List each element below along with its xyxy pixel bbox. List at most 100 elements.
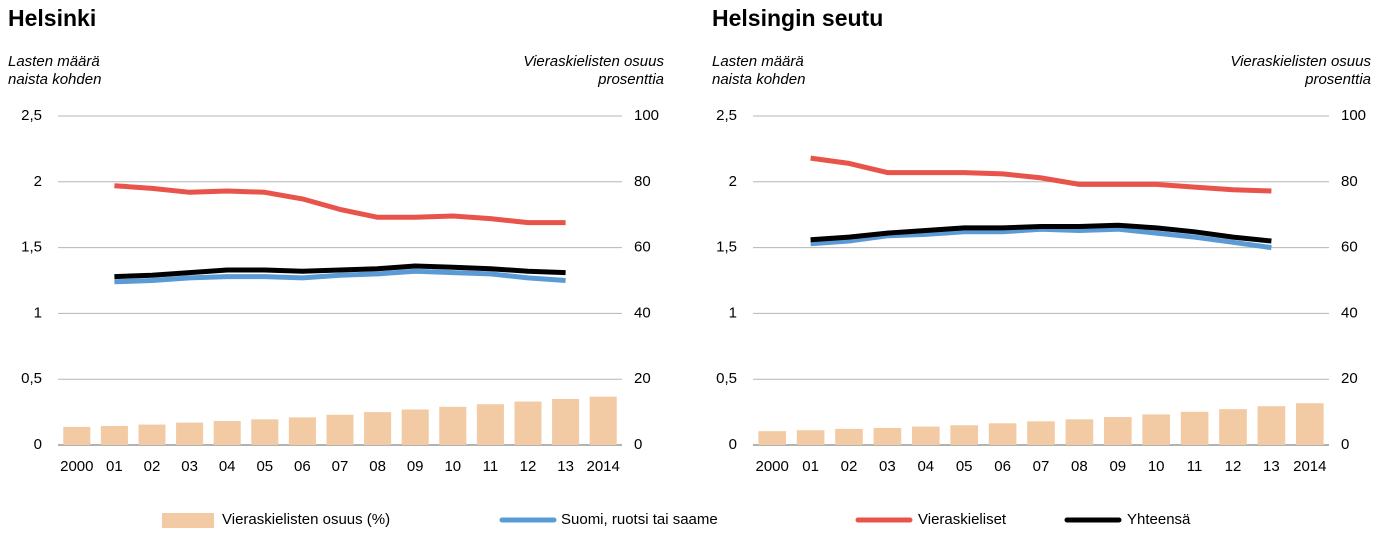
legend-label: Yhteensä — [1127, 511, 1191, 528]
y2-tick-label: 80 — [634, 173, 651, 190]
y2-tick-label: 0 — [1341, 436, 1349, 453]
x-tick-label: 02 — [841, 458, 858, 475]
bar — [251, 419, 279, 445]
x-tick-label: 06 — [994, 458, 1011, 475]
x-tick-label: 06 — [294, 458, 311, 475]
x-tick-label: 09 — [407, 458, 424, 475]
bar — [796, 430, 825, 445]
x-tick-label: 2014 — [1293, 458, 1326, 475]
bar — [176, 422, 204, 445]
bar — [1065, 419, 1094, 445]
x-tick-label: 12 — [520, 458, 537, 475]
x-tick-label: 08 — [369, 458, 386, 475]
bar — [552, 398, 580, 445]
x-tick-label: 12 — [1225, 458, 1242, 475]
x-tick-label: 2000 — [756, 458, 789, 475]
y2-tick-label: 100 — [634, 107, 659, 124]
bar — [873, 427, 902, 445]
y-tick-label: 1,5 — [21, 239, 42, 256]
bar — [1142, 414, 1171, 445]
bar — [758, 431, 787, 445]
y2-tick-label: 20 — [634, 370, 651, 387]
x-tick-label: 01 — [802, 458, 819, 475]
legend-label: Vieraskieliset — [918, 511, 1007, 528]
bar — [1257, 406, 1286, 445]
y-axis-label: Lasten määrä — [8, 53, 100, 70]
bar — [326, 414, 354, 445]
y-tick-label: 2 — [34, 173, 42, 190]
y2-tick-label: 40 — [1341, 304, 1358, 321]
line-series — [114, 263, 566, 280]
bar — [100, 425, 128, 445]
bar — [1027, 421, 1055, 445]
bar — [1219, 409, 1247, 445]
y-tick-label: 2,5 — [21, 107, 42, 124]
bar — [439, 406, 467, 445]
y-axis-label: naista kohden — [8, 71, 101, 88]
line-series — [810, 222, 1272, 244]
bar — [364, 412, 392, 445]
x-tick-label: 2014 — [587, 458, 620, 475]
x-tick-label: 05 — [256, 458, 273, 475]
y-tick-label: 1 — [34, 304, 42, 321]
y-tick-label: 1,5 — [716, 239, 737, 256]
bar — [1180, 411, 1209, 445]
x-tick-label: 08 — [1071, 458, 1088, 475]
y-tick-label: 0 — [34, 436, 42, 453]
line-series — [114, 183, 566, 226]
y2-axis-label: prosenttia — [597, 71, 664, 88]
y2-axis-label: prosenttia — [1304, 71, 1371, 88]
legend-label: Vieraskielisten osuus (%) — [222, 511, 390, 528]
y2-axis-label: Vieraskielisten osuus — [1230, 53, 1371, 70]
bar — [589, 396, 617, 445]
x-tick-label: 11 — [483, 458, 499, 475]
x-tick-label: 11 — [1187, 458, 1203, 475]
x-tick-label: 10 — [444, 458, 461, 475]
y-tick-label: 0,5 — [21, 370, 42, 387]
bar — [213, 420, 241, 445]
line-series — [810, 226, 1272, 251]
y-tick-label: 1 — [729, 304, 737, 321]
legend-label: Suomi, ruotsi tai saame — [561, 511, 718, 528]
y2-tick-label: 100 — [1341, 107, 1366, 124]
y-tick-label: 2,5 — [716, 107, 737, 124]
bar — [1295, 403, 1324, 445]
x-tick-label: 07 — [1033, 458, 1050, 475]
y-axis-label: Lasten määrä — [712, 53, 804, 70]
bar — [911, 426, 940, 445]
x-tick-label: 04 — [917, 458, 934, 475]
line-series — [810, 155, 1272, 194]
y2-tick-label: 60 — [1341, 239, 1358, 256]
y-tick-label: 2 — [729, 173, 737, 190]
y-tick-label: 0,5 — [716, 370, 737, 387]
bar — [63, 426, 91, 445]
y2-tick-label: 20 — [1341, 370, 1358, 387]
chart-title: Helsingin seutu — [712, 5, 883, 31]
y2-tick-label: 0 — [634, 436, 642, 453]
x-tick-label: 03 — [181, 458, 198, 475]
x-tick-label: 07 — [332, 458, 349, 475]
bar — [514, 401, 542, 445]
bar — [401, 409, 429, 445]
x-tick-label: 09 — [1109, 458, 1126, 475]
bar — [138, 424, 166, 445]
x-tick-label: 01 — [106, 458, 123, 475]
x-tick-label: 02 — [144, 458, 161, 475]
bar — [950, 425, 979, 445]
y-tick-label: 0 — [729, 436, 737, 453]
y-axis-label: naista kohden — [712, 71, 805, 88]
x-tick-label: 05 — [956, 458, 973, 475]
bar — [835, 428, 863, 445]
y2-axis-label: Vieraskielisten osuus — [523, 53, 664, 70]
x-tick-label: 04 — [219, 458, 236, 475]
x-tick-label: 13 — [557, 458, 574, 475]
y2-tick-label: 80 — [1341, 173, 1358, 190]
bar — [1103, 417, 1132, 445]
bar — [476, 404, 504, 445]
x-tick-label: 13 — [1263, 458, 1280, 475]
y2-tick-label: 60 — [634, 239, 651, 256]
chart-title: Helsinki — [8, 5, 96, 31]
line-series — [114, 268, 566, 285]
y2-tick-label: 40 — [634, 304, 651, 321]
